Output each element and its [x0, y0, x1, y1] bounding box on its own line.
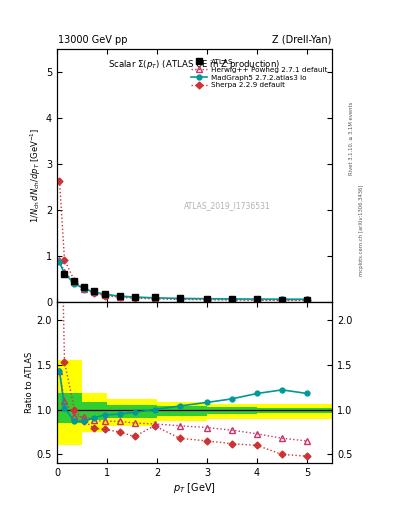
- Legend: ATLAS, Herwig++ Powheg 2.7.1 default, MadGraph5 2.7.2.atlas3 lo, Sherpa 2.2.9 de: ATLAS, Herwig++ Powheg 2.7.1 default, Ma…: [190, 57, 329, 90]
- Text: Scalar $\Sigma(p_T)$ (ATLAS UE in Z production): Scalar $\Sigma(p_T)$ (ATLAS UE in Z prod…: [108, 57, 281, 71]
- Text: Rivet 3.1.10, ≥ 3.1M events: Rivet 3.1.10, ≥ 3.1M events: [349, 101, 354, 175]
- X-axis label: $p_T$ [GeV]: $p_T$ [GeV]: [173, 481, 216, 495]
- Text: Z (Drell-Yan): Z (Drell-Yan): [272, 34, 331, 45]
- Y-axis label: Ratio to ATLAS: Ratio to ATLAS: [25, 352, 34, 413]
- Y-axis label: $1/N_\mathrm{ch}\,dN_\mathrm{ch}/dp_T\;[\mathrm{GeV}^{-1}]$: $1/N_\mathrm{ch}\,dN_\mathrm{ch}/dp_T\;[…: [29, 127, 43, 223]
- Text: mcplots.cern.ch [arXiv:1306.3436]: mcplots.cern.ch [arXiv:1306.3436]: [359, 185, 364, 276]
- Text: ATLAS_2019_I1736531: ATLAS_2019_I1736531: [184, 201, 271, 210]
- Text: 13000 GeV pp: 13000 GeV pp: [58, 34, 128, 45]
